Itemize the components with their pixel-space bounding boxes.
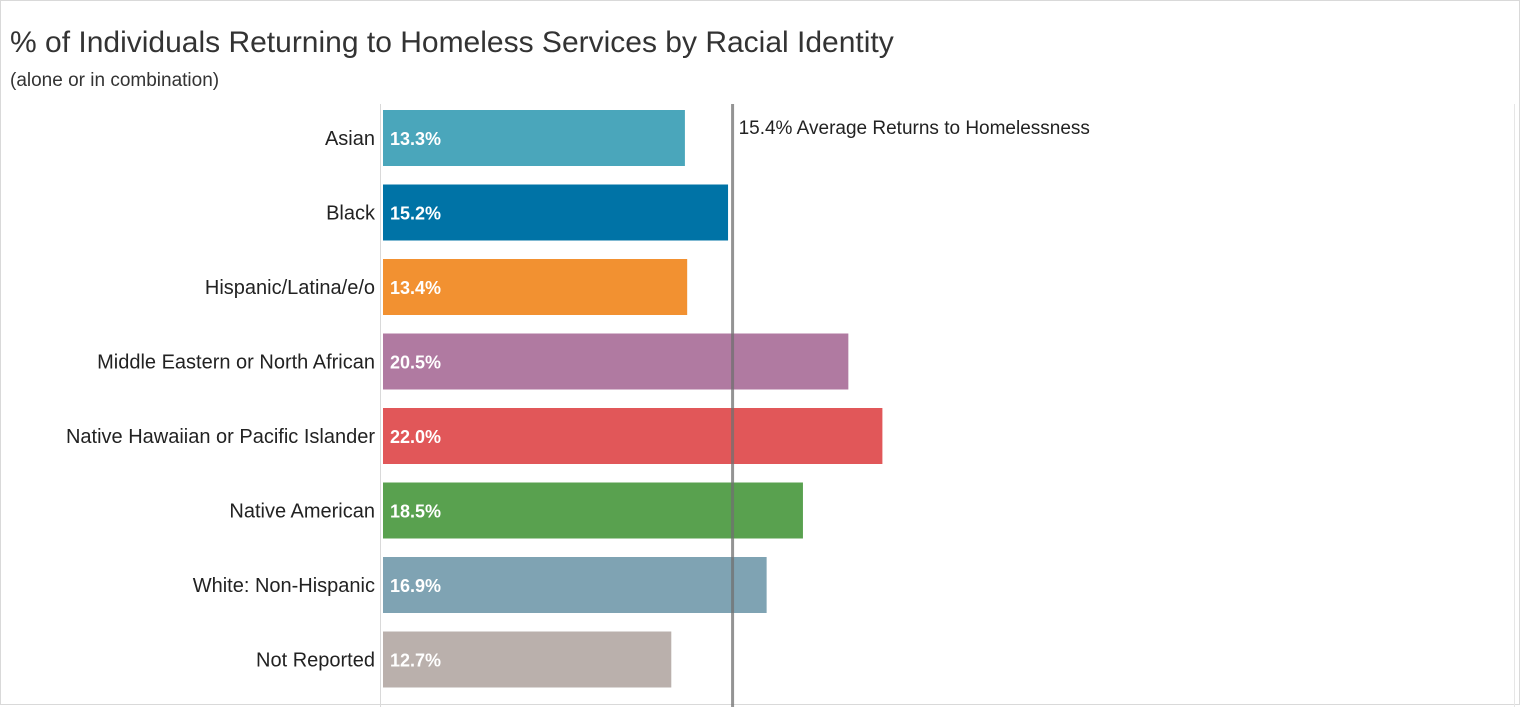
value-label-hispanic-latina-e-o: 13.4%: [390, 278, 441, 298]
bar-native-american: [383, 482, 803, 539]
value-label-white-non-hispanic: 16.9%: [390, 576, 441, 596]
average-reference-label: 15.4% Average Returns to Homelessness: [739, 118, 1090, 139]
category-label-asian: Asian: [325, 128, 375, 150]
chart-title: % of Individuals Returning to Homeless S…: [10, 26, 894, 59]
bar-hispanic-latina-e-o: [383, 259, 688, 315]
value-label-asian: 13.3%: [390, 129, 441, 149]
bar-asian: [383, 110, 685, 166]
bar-not-reported: [383, 631, 672, 688]
category-label-white-non-hispanic: White: Non-Hispanic: [193, 575, 375, 597]
value-label-native-hawaiian-or-pacific-islander: 22.0%: [390, 427, 441, 447]
category-label-middle-eastern-or-north-african: Middle Eastern or North African: [97, 352, 375, 374]
bars-group: Asian 13.3% Black 15.2% Hispanic/Latina/e/o 1…: [66, 110, 883, 688]
value-label-native-american: 18.5%: [390, 502, 441, 522]
bar-native-hawaiian-or-pacific-islander: [383, 408, 883, 464]
category-label-native-american: Native American: [229, 501, 375, 523]
value-label-middle-eastern-or-north-african: 20.5%: [390, 353, 441, 373]
value-label-black: 15.2%: [390, 204, 441, 224]
chart-subtitle: (alone or in combination): [10, 70, 220, 91]
value-label-not-reported: 12.7%: [390, 651, 441, 671]
right-divider: [1514, 104, 1515, 707]
reference-group: 15.4% Average Returns to Homelessness: [731, 104, 1090, 707]
category-label-native-hawaiian-or-pacific-islander: Native Hawaiian or Pacific Islander: [66, 426, 375, 448]
category-label-hispanic-latina-e-o: Hispanic/Latina/e/o: [205, 277, 375, 299]
category-label-black: Black: [326, 203, 376, 225]
bar-white-non-hispanic: [383, 557, 767, 613]
category-label-not-reported: Not Reported: [256, 650, 375, 672]
bar-middle-eastern-or-north-african: [383, 333, 849, 390]
bar-black: [383, 184, 729, 241]
